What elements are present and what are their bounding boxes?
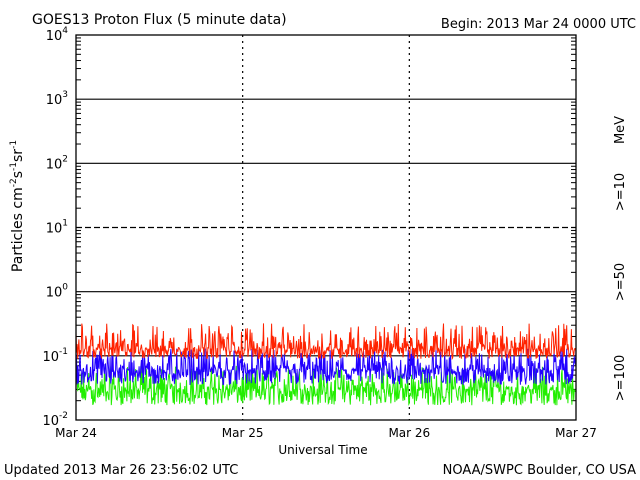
- y-tick-label: 10-1: [42, 347, 68, 365]
- legend-ge50: >=50: [613, 263, 628, 301]
- legend-ge10: >=10: [613, 173, 628, 211]
- y-tick-label: 102: [46, 154, 68, 172]
- y-tick-label: 103: [46, 90, 68, 108]
- plot-frame: [75, 34, 577, 421]
- y-axis-label: Particles cm-2s-1sr-1: [9, 140, 26, 272]
- x-tick-label: Mar 25: [222, 426, 264, 440]
- y-tick-label: 100: [46, 283, 69, 301]
- y-tick-label: 104: [46, 26, 69, 44]
- chart-title: GOES13 Proton Flux (5 minute data): [32, 12, 287, 28]
- series-line: [75, 323, 577, 361]
- series-line: [75, 365, 577, 406]
- plot-area: Mar 24 Mar 25 Mar 26 Mar 27 10-2 10-1 100 101 10…: [42, 26, 596, 440]
- x-tick-label: Mar 26: [388, 426, 430, 440]
- y-tick-label: 10-2: [42, 411, 68, 429]
- series-line: [75, 348, 577, 386]
- x-axis-label: Universal Time: [278, 443, 367, 457]
- y-tick-label: 101: [46, 219, 68, 237]
- legend-ge100: >=100: [613, 355, 628, 402]
- updated-time: Updated 2013 Mar 26 23:56:02 UTC: [4, 463, 238, 478]
- x-tick-label: Mar 24: [55, 426, 97, 440]
- credit: NOAA/SWPC Boulder, CO USA: [443, 463, 636, 478]
- begin-time: Begin: 2013 Mar 24 0000 UTC: [441, 17, 636, 32]
- x-tick-label: Mar 27: [555, 426, 597, 440]
- unit-label: MeV: [613, 116, 628, 144]
